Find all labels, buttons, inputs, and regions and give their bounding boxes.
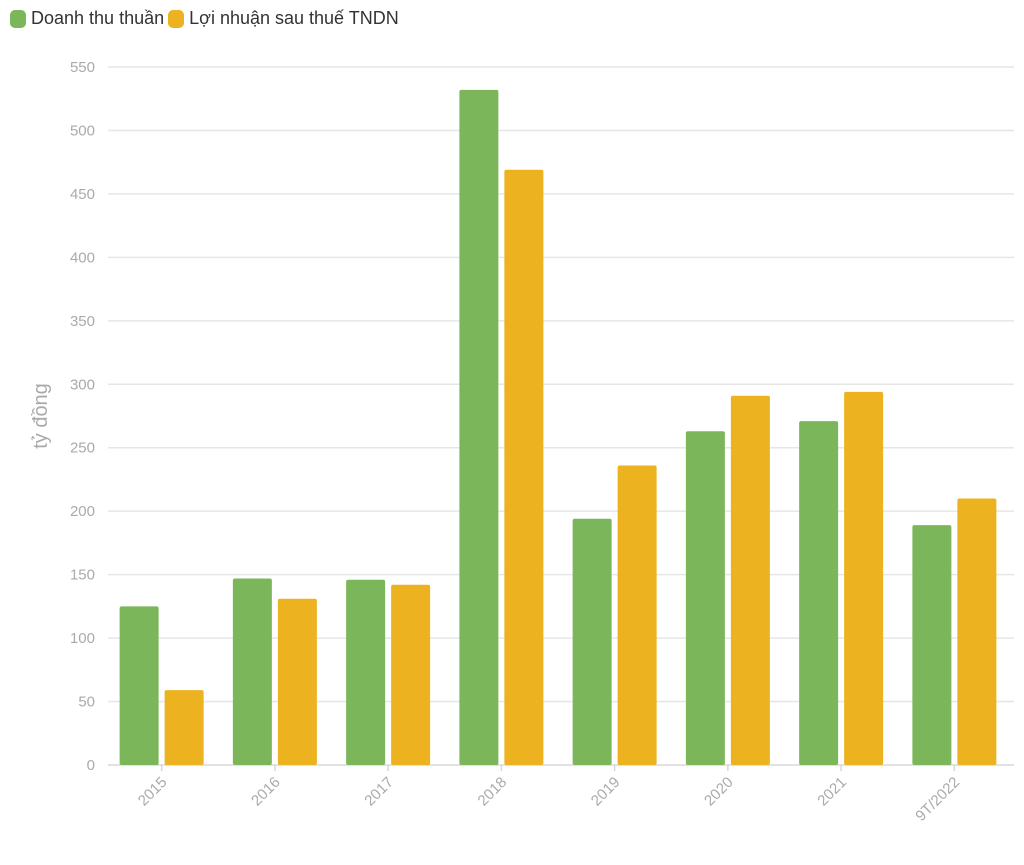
bars [119, 89, 997, 766]
y-axis-title: tỷ đồng [30, 383, 52, 449]
bar-revenue-9T-2022[interactable] [912, 525, 952, 765]
x-tick-label: 9T/2022 [912, 774, 963, 825]
bar-revenue-2018[interactable] [459, 89, 499, 766]
x-axis-ticks: 2015 2016 2017 2018 2019 2020 2021 9T/2022 [135, 765, 963, 825]
y-tick-label: 500 [70, 122, 95, 139]
bar-profit-2016[interactable] [277, 598, 317, 765]
y-tick-label: 50 [78, 694, 95, 711]
bar-profit-2018[interactable] [504, 169, 544, 765]
bar-profit-2021[interactable] [844, 391, 884, 765]
legend-swatch-revenue [10, 9, 26, 28]
bar-revenue-2021[interactable] [799, 421, 839, 765]
x-tick-label: 2016 [248, 774, 284, 810]
y-axis-ticks: 0 50 100 150 200 250 300 350 400 450 500 550 [70, 59, 95, 774]
x-tick-label: 2020 [701, 774, 737, 810]
y-tick-label: 100 [70, 630, 95, 647]
legend-item-profit[interactable]: Lợi nhuận sau thuế TNDN [168, 8, 399, 29]
x-tick-label: 2017 [361, 774, 397, 810]
legend-label-profit: Lợi nhuận sau thuế TNDN [189, 8, 399, 28]
bar-revenue-2020[interactable] [685, 431, 725, 765]
x-tick-label: 2019 [588, 774, 624, 810]
y-tick-label: 450 [70, 186, 95, 203]
y-tick-label: 350 [70, 313, 95, 330]
bar-profit-2017[interactable] [391, 584, 431, 765]
chart-legend: Doanh thu thuần Lợi nhuận sau thuế TNDN [10, 8, 403, 29]
y-tick-label: 0 [87, 757, 95, 774]
bar-profit-2020[interactable] [730, 395, 770, 765]
bar-revenue-2015[interactable] [119, 606, 159, 765]
bar-revenue-2019[interactable] [572, 518, 612, 765]
y-tick-label: 300 [70, 376, 95, 393]
bar-revenue-2017[interactable] [346, 579, 386, 765]
x-tick-label: 2021 [814, 774, 850, 810]
legend-item-revenue[interactable]: Doanh thu thuần [10, 8, 164, 29]
y-tick-label: 200 [70, 503, 95, 520]
y-tick-label: 550 [70, 59, 95, 76]
y-tick-label: 150 [70, 567, 95, 584]
legend-label-revenue: Doanh thu thuần [31, 8, 165, 28]
bar-profit-9T-2022[interactable] [957, 498, 997, 765]
y-tick-label: 400 [70, 249, 95, 266]
legend-swatch-profit [168, 9, 185, 28]
x-tick-label: 2018 [475, 774, 511, 810]
bar-profit-2019[interactable] [617, 465, 657, 765]
x-tick-label: 2015 [135, 774, 171, 810]
y-tick-label: 250 [70, 440, 95, 457]
bar-revenue-2016[interactable] [232, 578, 272, 765]
bar-profit-2015[interactable] [164, 690, 204, 765]
